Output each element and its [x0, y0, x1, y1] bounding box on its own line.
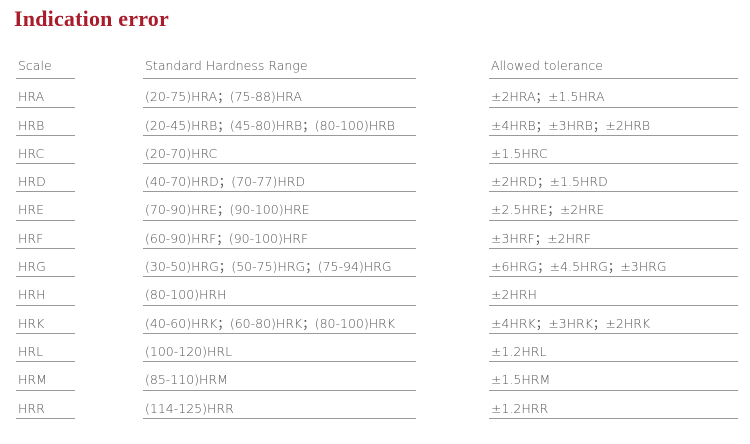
tolerance-cell: ±4HRB；±3HRB；±2HRB [489, 108, 738, 136]
range-cell: (60-90)HRF；(90-100)HRF [143, 221, 416, 250]
tolerance-cell: ±1.2HRL [489, 334, 738, 363]
scale-cell: HRK [16, 306, 75, 334]
range-cell: (40-70)HRD；(70-77)HRD [143, 164, 416, 193]
range-cell: (114-125)HRR [143, 391, 416, 419]
scale-cell: HRM [16, 362, 75, 391]
header-scale: Scale [16, 51, 75, 80]
scale-cell: HRR [16, 391, 75, 419]
tolerance-cell: ±2HRA；±1.5HRA [489, 79, 738, 108]
scale-cell: HRL [16, 334, 75, 363]
tolerance-column: Allowed tolerance ±2HRA；±1.5HRA ±4HRB；±3H… [489, 51, 738, 419]
scale-cell: HRH [16, 277, 75, 306]
tolerance-cell: ±1.2HRR [489, 391, 738, 419]
scale-cell: HRD [16, 164, 75, 193]
range-cell: (85-110)HRM [143, 362, 416, 391]
range-cell: (70-90)HRE；(90-100)HRE [143, 192, 416, 221]
range-cell: (100-120)HRL [143, 334, 416, 363]
range-cell: (20-45)HRB；(45-80)HRB；(80-100)HRB [143, 108, 416, 136]
scale-cell: HRF [16, 221, 75, 250]
range-cell: (20-75)HRA；(75-88)HRA [143, 79, 416, 108]
tolerance-cell: ±3HRF；±2HRF [489, 221, 738, 250]
scale-column: Scale HRA HRB HRC HRD HRE HRF HRG HRH HRK HRL HRM H… [16, 51, 75, 419]
tolerance-cell: ±6HRG；±4.5HRG；±3HRG [489, 249, 738, 278]
header-tolerance: Allowed tolerance [489, 51, 738, 80]
page-title: Indication error [14, 6, 169, 31]
tolerance-cell: ±2.5HRE；±2HRE [489, 192, 738, 221]
range-cell: (40-60)HRK；(60-80)HRK；(80-100)HRK [143, 306, 416, 334]
scale-cell: HRG [16, 249, 75, 278]
tolerance-cell: ±2HRD；±1.5HRD [489, 164, 738, 193]
header-range: Standard Hardness Range [143, 51, 416, 80]
range-cell: (80-100)HRH [143, 277, 416, 306]
tolerance-cell: ±1.5HRM [489, 362, 738, 391]
tolerance-cell: ±1.5HRC [489, 136, 738, 165]
range-column: Standard Hardness Range (20-75)HRA；(75-8… [143, 51, 416, 419]
tolerance-cell: ±2HRH [489, 277, 738, 306]
scale-cell: HRE [16, 192, 75, 221]
scale-cell: HRB [16, 108, 75, 136]
tolerance-cell: ±4HRK；±3HRK；±2HRK [489, 306, 738, 334]
scale-cell: HRA [16, 79, 75, 108]
range-cell: (20-70)HRC [143, 136, 416, 165]
range-cell: (30-50)HRG；(50-75)HRG；(75-94)HRG [143, 249, 416, 278]
scale-cell: HRC [16, 136, 75, 165]
